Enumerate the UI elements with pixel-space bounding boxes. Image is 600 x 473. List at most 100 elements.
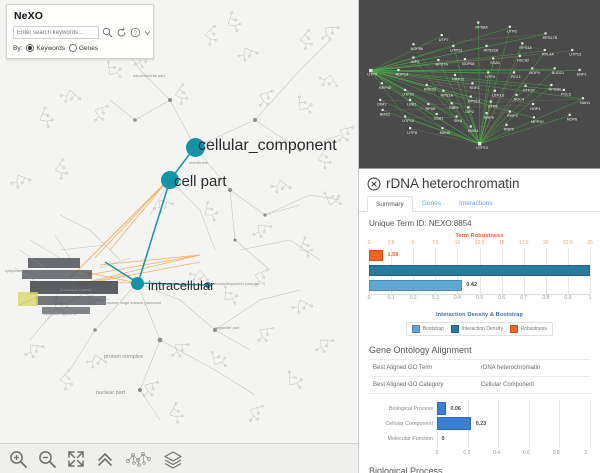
gene-label[interactable]: NAN1 (580, 101, 590, 105)
node-cellular-component[interactable] (186, 138, 205, 157)
axis-tick-bottom: 0.8 (542, 295, 550, 301)
gene-label[interactable]: RRP9 (484, 116, 494, 120)
gene-label[interactable]: LRB1 (407, 103, 417, 107)
gene-label[interactable]: UTP5 (488, 104, 498, 108)
keywords-radio[interactable] (26, 44, 35, 52)
chevron-down-icon[interactable] (144, 27, 151, 38)
gene-label[interactable]: POL5 (561, 93, 571, 97)
tab-summary[interactable]: Summary (367, 196, 413, 212)
node-label-cell-part[interactable]: cell part (174, 173, 227, 190)
search-panel[interactable]: NeXO ? By: (6, 4, 154, 59)
gene-label[interactable]: NOP14 (396, 73, 409, 77)
gene-label[interactable]: UTP8 (407, 131, 417, 135)
gene-label[interactable]: RPS6 (425, 107, 435, 111)
gene-label[interactable]: MPP10 (531, 120, 544, 124)
gene-label[interactable]: RRP5 (504, 128, 514, 132)
axis-tick-top: 17.5 (518, 240, 529, 246)
go-alignment-value: 0.23 (475, 420, 487, 427)
gene-label[interactable]: SOF1 (470, 86, 480, 90)
gene-label[interactable]: UTP4 (485, 75, 496, 79)
gene-label[interactable]: NOP58 (462, 62, 475, 66)
gene-label[interactable]: BMS1 (380, 113, 390, 117)
gene-label[interactable]: KRE33 (424, 88, 436, 92)
gene-label[interactable]: UTP22 (402, 93, 414, 97)
node-intracellular[interactable] (131, 277, 144, 290)
gene-label[interactable]: SSB1 (434, 117, 444, 121)
gene-label[interactable]: ENP1 (577, 73, 587, 77)
legend-robustness: Robustness (509, 325, 547, 333)
genes-radio[interactable] (68, 44, 77, 52)
gene-label[interactable]: RPS17B (543, 36, 558, 40)
gene-network-canvas[interactable]: UTP9 UTP7 RPS8A UTP6 RPS17B NOP56 UTP21 RPS22A R… (359, 0, 600, 168)
ontology-network-panel[interactable]: cellular_component cell part intracellul… (0, 0, 359, 473)
axis-tick: 0.6 (522, 450, 530, 456)
go-alignment-category-label: Cellular Component (385, 421, 433, 427)
gene-label[interactable]: SIK6 (454, 119, 462, 123)
search-by-genes-option[interactable]: Genes (68, 44, 98, 52)
gene-label[interactable]: BUD21 (552, 71, 564, 75)
gene-label[interactable]: RPL4A (542, 53, 555, 57)
gene-label[interactable]: RPS13 (468, 99, 480, 103)
gene-label[interactable]: NOP6 (567, 118, 577, 122)
gene-label[interactable]: UTP6 (507, 29, 517, 33)
go-alignment-bar-row: 0.06 (437, 402, 586, 415)
gene-label[interactable]: NOP56 (411, 47, 424, 51)
network-toolbar[interactable] (0, 443, 358, 473)
legend-swatch-bootstrap (412, 325, 421, 333)
search-input[interactable] (13, 26, 99, 39)
network-view-icon[interactable] (124, 449, 154, 469)
gene-label[interactable]: NOP1 (530, 107, 540, 111)
gene-label[interactable]: RPS22A (484, 49, 499, 53)
node-label-intracellular[interactable]: intracellular (148, 278, 215, 293)
layers-icon[interactable] (163, 449, 183, 469)
gene-label[interactable]: NOC4 (514, 98, 525, 102)
gene-label[interactable]: EMG1 (468, 129, 479, 133)
tab-interactions[interactable]: Interactions (458, 200, 493, 207)
detail-tabs[interactable]: Summary Genes Interactions (359, 195, 600, 212)
gene-label[interactable]: HSC82 (517, 59, 529, 63)
ontology-network-canvas[interactable] (0, 0, 358, 473)
gene-label[interactable]: RPS1A (440, 93, 453, 97)
refresh-icon[interactable] (116, 27, 127, 38)
zoom-in-icon[interactable] (8, 449, 28, 469)
gene-label[interactable]: CBF5 (449, 106, 459, 110)
gene-label[interactable]: UTP13 (569, 53, 581, 57)
gene-label[interactable]: UTP15 (402, 119, 414, 123)
gene-label[interactable]: RPS7A (435, 63, 448, 67)
gene-label[interactable]: DIM1 (377, 103, 386, 107)
gene-label[interactable]: NOP4 (529, 71, 540, 75)
fit-to-screen-icon[interactable] (66, 449, 86, 469)
gene-label[interactable]: RPS8A (475, 25, 488, 29)
gene-label[interactable]: UTP9 (367, 73, 377, 77)
help-icon[interactable]: ? (130, 27, 141, 38)
gene-label[interactable]: IMP3 (411, 60, 420, 64)
gene-label[interactable]: RPS9B (548, 88, 561, 92)
search-by-keywords-option[interactable]: Keywords (26, 44, 65, 52)
zoom-out-icon[interactable] (37, 449, 57, 469)
gene-label[interactable]: DIP2 (465, 110, 473, 114)
close-circle-icon[interactable] (367, 177, 381, 191)
go-alignment-bar-row: 0.23 (437, 417, 586, 430)
gene-label[interactable]: MSN5 (440, 131, 451, 135)
term-detail-panel[interactable]: rDNA heterochromatin Summary Genes Inter… (359, 169, 600, 473)
search-icon[interactable] (102, 27, 113, 38)
node-selected-term[interactable] (205, 282, 211, 288)
axis-tick: 0.8 (552, 450, 560, 456)
gene-label[interactable]: RRP12 (452, 78, 464, 82)
gene-label[interactable]: UTP20 (523, 88, 535, 92)
gene-interaction-network-panel[interactable]: UTP9 UTP7 RPS8A UTP6 RPS17B NOP56 UTP21 RPS22A R… (359, 0, 600, 169)
gene-label[interactable]: UTP21 (450, 49, 462, 53)
gene-label[interactable]: RPS4A (519, 46, 532, 50)
legend-label-density: Interaction Density (461, 326, 503, 332)
gene-label[interactable]: SSA1 (490, 61, 500, 65)
gene-label[interactable]: RRP45 (379, 86, 391, 90)
gene-label[interactable]: RCL1 (511, 75, 521, 79)
gene-label[interactable]: UTP18 (492, 93, 504, 97)
node-cell-part[interactable] (161, 171, 179, 189)
gene-label[interactable]: UTP7 (439, 38, 449, 42)
tab-genes[interactable]: Genes (421, 200, 441, 207)
gene-label[interactable]: UTP10 (476, 146, 488, 150)
gene-label[interactable]: PWP2 (507, 114, 518, 118)
collapse-button[interactable] (95, 449, 115, 469)
node-label-cellular-component[interactable]: cellular_component (198, 137, 337, 154)
